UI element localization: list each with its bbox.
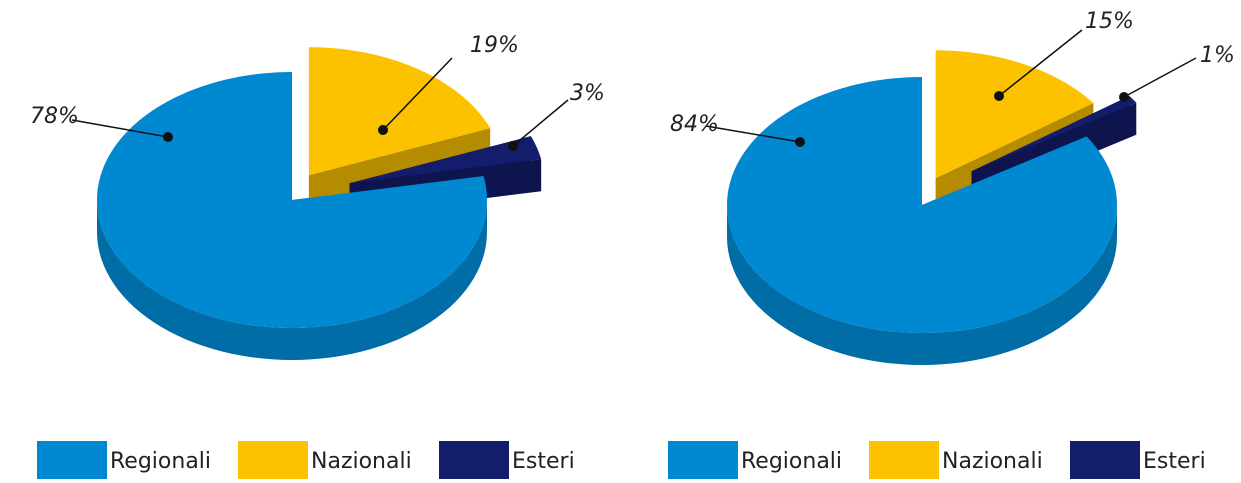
slice-wall (727, 205, 1117, 365)
pie-tops (97, 47, 542, 328)
pie-labels: 78% 19% 3% (30, 33, 605, 151)
leader-dot (994, 91, 1004, 101)
slice (935, 50, 1094, 179)
data-label: 3% (570, 81, 605, 106)
slice (971, 96, 1137, 172)
leader-dot (795, 137, 805, 147)
data-label: 84% (670, 112, 719, 137)
legend-label: Regionali (741, 449, 842, 474)
data-label: 15% (1085, 9, 1134, 34)
legend-label: Esteri (1143, 449, 1206, 474)
leader-line (71, 119, 169, 138)
legend-swatch (1070, 441, 1140, 479)
leader-dot (508, 141, 518, 151)
legend-label: Nazionali (311, 449, 412, 474)
legend-swatch (869, 441, 939, 479)
leader-line (1123, 57, 1197, 98)
legend-label: Nazionali (942, 449, 1043, 474)
leader-line (705, 125, 801, 143)
leader-dot (163, 132, 173, 142)
data-label: 1% (1200, 43, 1235, 68)
legend-label: Esteri (512, 449, 575, 474)
slice (727, 77, 1117, 333)
leader-line (998, 29, 1083, 97)
slice (349, 136, 542, 184)
legend-swatch (37, 441, 107, 479)
slice (308, 47, 491, 176)
leader-line (512, 99, 569, 147)
legend-swatch (238, 441, 308, 479)
leader-dot (378, 125, 388, 135)
legend-label: Regionali (110, 449, 211, 474)
slice-wall (97, 200, 487, 360)
pie-tops (727, 50, 1137, 333)
slice (97, 72, 487, 328)
leader-line (382, 57, 453, 131)
legend-swatch (439, 441, 509, 479)
data-label: 19% (470, 33, 519, 58)
leader-dot (1119, 92, 1129, 102)
pie-labels: 84% 15% 1% (670, 9, 1235, 147)
data-label: 78% (30, 104, 79, 129)
legend-swatch (668, 441, 738, 479)
